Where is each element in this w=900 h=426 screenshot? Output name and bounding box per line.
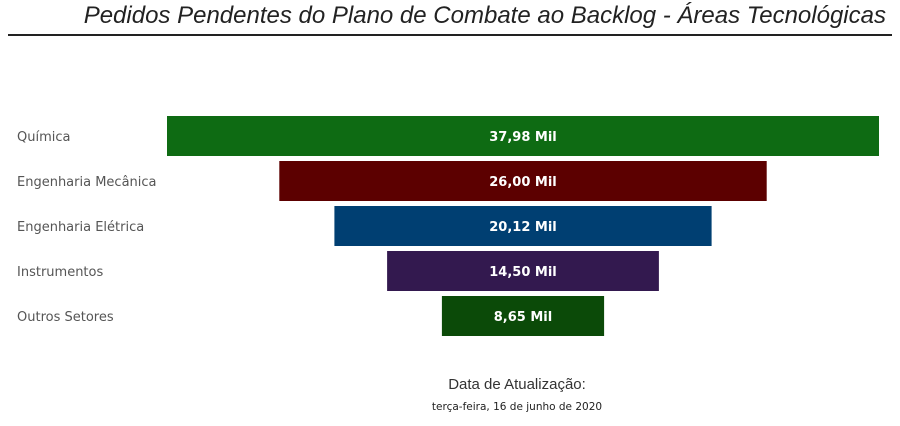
update-label: Data de Atualização: bbox=[0, 376, 900, 393]
category-label: Engenharia Elétrica bbox=[17, 220, 144, 235]
category-label: Outros Setores bbox=[17, 310, 114, 325]
value-label: 14,50 Mil bbox=[489, 265, 557, 280]
value-label: 37,98 Mil bbox=[489, 130, 557, 145]
category-label: Instrumentos bbox=[17, 265, 103, 280]
update-date: terça-feira, 16 de junho de 2020 bbox=[0, 401, 900, 413]
category-label: Química bbox=[17, 130, 70, 145]
value-label: 20,12 Mil bbox=[489, 220, 557, 235]
value-label: 26,00 Mil bbox=[489, 175, 557, 190]
value-label: 8,65 Mil bbox=[494, 310, 552, 325]
category-label: Engenharia Mecânica bbox=[17, 175, 157, 190]
